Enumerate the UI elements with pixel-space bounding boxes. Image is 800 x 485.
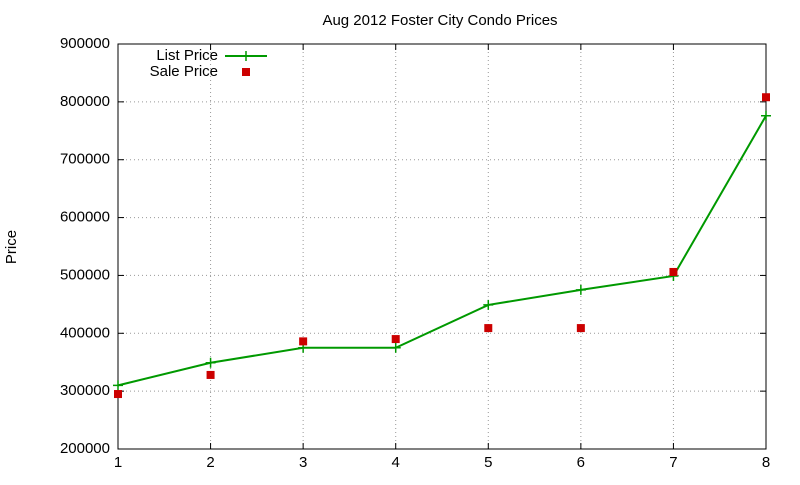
y-tick-label: 500000 bbox=[60, 266, 110, 283]
legend-label: Sale Price bbox=[150, 63, 218, 80]
point bbox=[114, 390, 122, 399]
point bbox=[299, 337, 308, 346]
y-tick-label: 800000 bbox=[60, 93, 110, 110]
plot-frame bbox=[117, 43, 767, 450]
series-line bbox=[117, 115, 767, 387]
point bbox=[576, 324, 585, 333]
point bbox=[391, 335, 400, 344]
x-tick-label: 6 bbox=[577, 454, 585, 471]
point bbox=[205, 357, 216, 368]
x-tick-label: 2 bbox=[206, 454, 214, 471]
x-tick-label: 5 bbox=[484, 454, 492, 471]
point bbox=[483, 299, 494, 310]
point bbox=[575, 284, 586, 295]
chart-title: Aug 2012 Foster City Condo Prices bbox=[322, 12, 557, 29]
legend-label: List Price bbox=[156, 47, 218, 64]
y-tick-label: 400000 bbox=[60, 324, 110, 341]
legend-swatch bbox=[242, 68, 250, 76]
x-tick-label: 8 bbox=[762, 454, 770, 471]
x-tick-label: 3 bbox=[299, 454, 307, 471]
point bbox=[206, 370, 215, 379]
x-tick-label: 7 bbox=[669, 454, 677, 471]
point bbox=[669, 267, 678, 276]
y-tick-label: 700000 bbox=[60, 151, 110, 168]
x-tick-label: 4 bbox=[392, 454, 400, 471]
legend-swatch bbox=[241, 51, 251, 61]
point bbox=[390, 342, 401, 353]
point bbox=[113, 380, 123, 391]
y-axis-label: Price bbox=[3, 230, 20, 264]
y-tick-label: 900000 bbox=[60, 35, 110, 52]
x-tick-label: 1 bbox=[114, 454, 122, 471]
y-tick-label: 200000 bbox=[60, 440, 110, 457]
y-tick-label: 300000 bbox=[60, 382, 110, 399]
point bbox=[762, 93, 770, 102]
y-tick-label: 600000 bbox=[60, 209, 110, 226]
point bbox=[761, 110, 771, 121]
point bbox=[484, 324, 493, 333]
